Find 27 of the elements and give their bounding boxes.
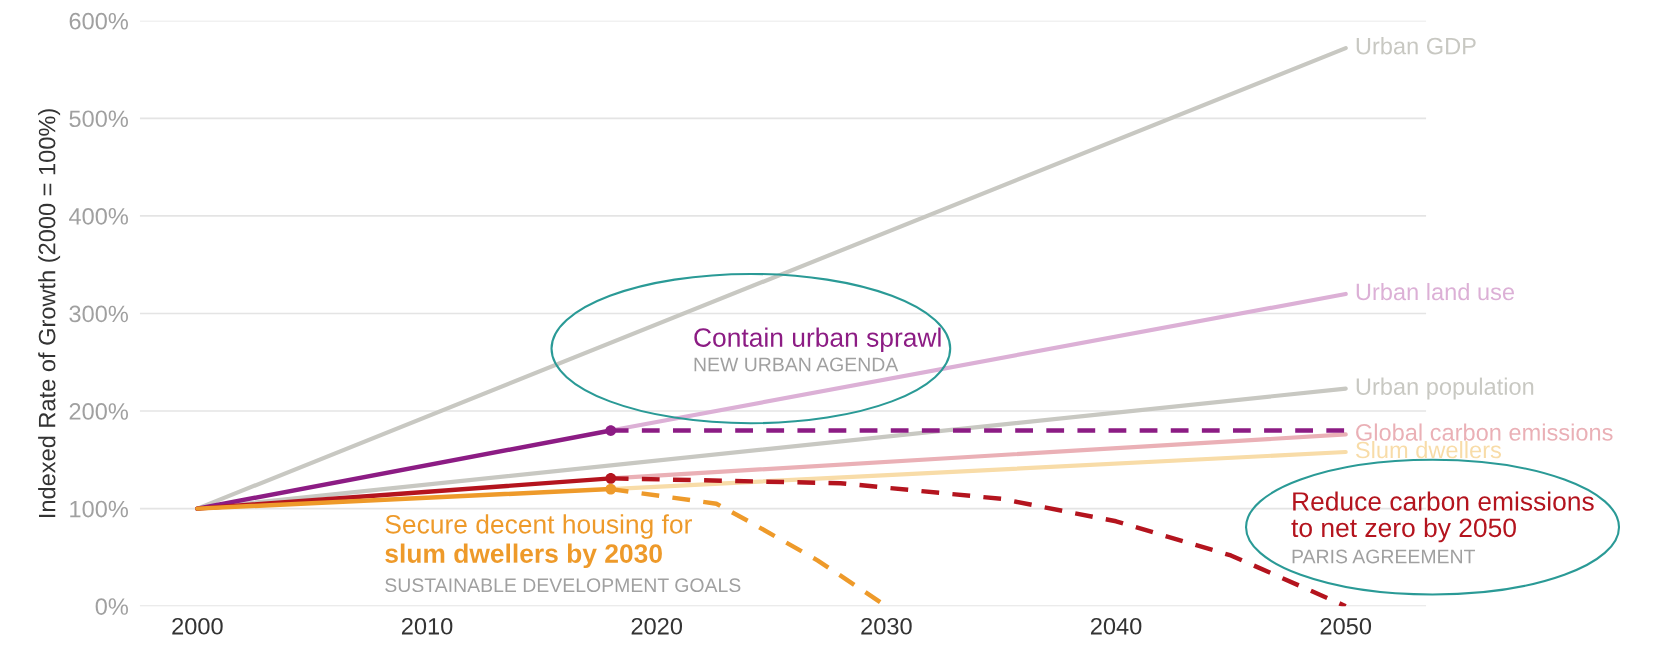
y-tick-label: 0% bbox=[95, 598, 128, 615]
y-tick-label: 500% bbox=[69, 110, 128, 128]
annotation: PARIS AGREEMENT bbox=[1292, 549, 1476, 564]
annotation: Reduce carbon emissions bbox=[1293, 491, 1594, 511]
annotation: NEW URBAN AGENDA bbox=[694, 357, 899, 372]
x-tick-label: 2030 bbox=[861, 617, 912, 635]
y-tick-label: 600% bbox=[69, 12, 128, 30]
series-label: Urban GDP bbox=[1356, 37, 1476, 55]
series-label: Slum dwellers bbox=[1355, 441, 1501, 459]
x-tick-label: 2000 bbox=[172, 617, 223, 635]
annotation: to net zero by 2050 bbox=[1291, 517, 1516, 543]
series-label: Urban land use bbox=[1356, 282, 1514, 301]
x-tick-label: 2040 bbox=[1090, 617, 1142, 635]
series-label: Global carbon emissions bbox=[1356, 423, 1613, 441]
y-tick-label: 200% bbox=[69, 403, 128, 420]
annotation: slum dwellers by 2030 bbox=[385, 543, 662, 569]
x-tick-label: 2050 bbox=[1320, 617, 1372, 635]
y-tick-label: 300% bbox=[69, 305, 128, 323]
x-tick-label: 2020 bbox=[631, 617, 683, 635]
x-tick-label: 2010 bbox=[401, 617, 453, 635]
annotation: Contain urban sprawl bbox=[694, 327, 941, 353]
annotation: Secure decent housing for bbox=[385, 514, 692, 539]
y-tick-label: 400% bbox=[68, 207, 128, 225]
y-tick-label: 100% bbox=[70, 500, 128, 518]
series-label: Urban population bbox=[1356, 377, 1534, 400]
y-axis-title: Indexed Rate of Growth (2000 = 100%) bbox=[38, 109, 61, 518]
annotation: SUSTAINABLE DEVELOPMENT GOALS bbox=[385, 578, 741, 593]
